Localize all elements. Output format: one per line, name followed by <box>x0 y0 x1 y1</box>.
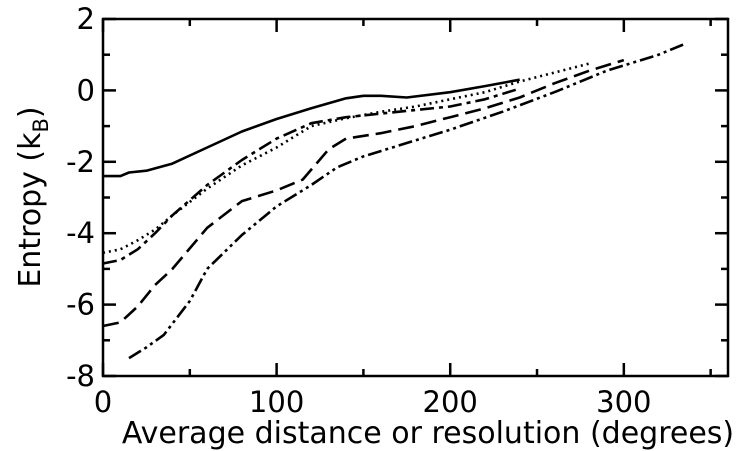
x-tick-label: 100 <box>249 385 304 419</box>
series-line-3 <box>102 87 521 265</box>
series-line-5 <box>128 42 686 360</box>
x-tick-label: 200 <box>423 385 478 419</box>
series-line-1 <box>103 78 520 178</box>
plot-frame <box>101 17 730 378</box>
series-line-2 <box>102 62 590 255</box>
y-tick-label: 2 <box>77 2 95 36</box>
y-axis-title-close: ) <box>13 106 48 118</box>
y-tick-label: -8 <box>66 359 95 393</box>
x-tick-label: 300 <box>596 385 651 419</box>
series-group <box>102 42 686 360</box>
y-axis-title-main: Entropy (k <box>13 132 48 288</box>
y-tick-label: -2 <box>66 145 95 179</box>
y-tick-label: -4 <box>66 216 95 250</box>
x-tick-label: 0 <box>94 385 112 419</box>
series-line-4 <box>102 58 625 328</box>
y-axis-title: Entropy (kB) <box>13 106 53 287</box>
x-axis-title: Average distance or resolution (degrees) <box>122 416 734 451</box>
y-tick-label: 0 <box>77 73 95 107</box>
axis-ticks: 0 100 200 300 -8 -6 -4 -2 0 2 <box>66 2 728 419</box>
y-tick-label: -6 <box>66 288 95 322</box>
y-axis-title-subscript: B <box>29 118 53 132</box>
